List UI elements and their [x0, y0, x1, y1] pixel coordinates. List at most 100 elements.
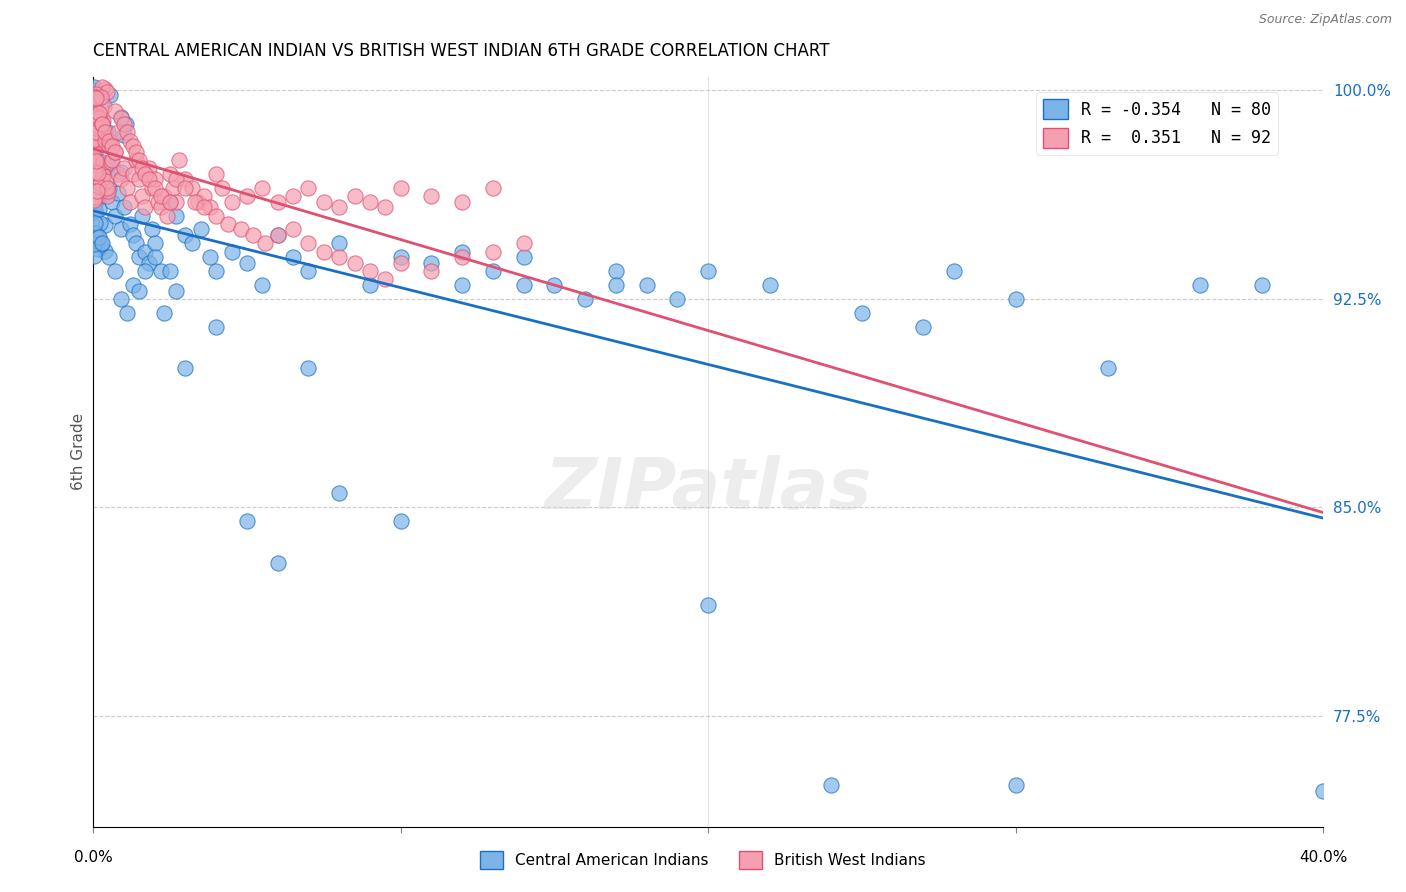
Point [87, 202, 110, 216]
Point [1004, 778, 1026, 792]
Point [90, 183, 112, 197]
Point [114, 117, 136, 131]
Point [1004, 292, 1026, 306]
Point [82, 83, 104, 97]
Point [93, 99, 115, 113]
Point [267, 227, 290, 242]
Point [180, 180, 202, 194]
Point [1189, 278, 1212, 293]
Point [143, 180, 166, 194]
Point [174, 361, 197, 376]
Point [146, 194, 169, 209]
Point [205, 264, 228, 278]
Y-axis label: 6th Grade: 6th Grade [72, 413, 86, 491]
Point [91, 79, 114, 94]
Point [122, 139, 145, 153]
Point [141, 180, 163, 194]
Point [1097, 361, 1119, 376]
Point [218, 217, 240, 231]
Point [312, 194, 335, 209]
Point [104, 209, 127, 223]
Point [107, 167, 129, 181]
Point [84, 216, 107, 230]
Point [297, 264, 319, 278]
Point [236, 514, 259, 528]
Point [912, 319, 935, 334]
Point [636, 278, 658, 293]
Point [84, 147, 107, 161]
Text: ZIPatlas: ZIPatlas [544, 455, 872, 524]
Point [110, 110, 132, 124]
Point [96, 157, 118, 171]
Point [254, 236, 277, 251]
Point [94, 134, 117, 148]
Point [252, 278, 274, 293]
Point [149, 189, 172, 203]
Point [83, 110, 105, 124]
Point [169, 153, 191, 167]
Point [389, 180, 412, 194]
Point [267, 194, 290, 209]
Point [86, 105, 108, 120]
Point [89, 136, 111, 150]
Point [84, 153, 107, 167]
Point [104, 264, 127, 278]
Point [165, 209, 187, 223]
Point [84, 120, 107, 135]
Point [91, 168, 114, 182]
Point [84, 136, 107, 151]
Point [90, 117, 112, 131]
Point [420, 189, 443, 203]
Point [193, 200, 215, 214]
Point [94, 161, 117, 176]
Point [343, 256, 366, 270]
Point [83, 203, 105, 218]
Point [389, 256, 412, 270]
Point [131, 161, 153, 176]
Point [328, 486, 350, 500]
Point [83, 205, 105, 219]
Point [94, 125, 117, 139]
Point [451, 278, 474, 293]
Point [97, 180, 120, 194]
Point [115, 125, 138, 139]
Point [89, 112, 111, 126]
Point [482, 264, 505, 278]
Point [83, 249, 105, 263]
Point [236, 256, 259, 270]
Point [83, 196, 105, 211]
Point [89, 165, 111, 179]
Point [122, 227, 145, 242]
Point [198, 200, 221, 214]
Point [138, 172, 160, 186]
Point [512, 278, 534, 293]
Point [107, 186, 129, 201]
Point [97, 139, 120, 153]
Point [128, 250, 150, 264]
Point [87, 137, 110, 152]
Point [100, 161, 122, 175]
Point [297, 361, 319, 376]
Point [104, 103, 127, 118]
Point [91, 172, 114, 186]
Point [100, 153, 122, 167]
Point [91, 154, 114, 169]
Point [97, 250, 120, 264]
Point [100, 139, 122, 153]
Point [83, 92, 105, 106]
Point [820, 778, 842, 792]
Point [666, 292, 689, 306]
Point [312, 244, 335, 259]
Point [512, 250, 534, 264]
Point [84, 87, 107, 101]
Point [131, 189, 153, 203]
Point [110, 292, 132, 306]
Point [389, 250, 412, 264]
Point [159, 194, 181, 209]
Point [86, 132, 108, 146]
Point [159, 194, 181, 209]
Point [83, 237, 105, 252]
Point [83, 89, 105, 103]
Point [138, 161, 160, 176]
Point [149, 264, 172, 278]
